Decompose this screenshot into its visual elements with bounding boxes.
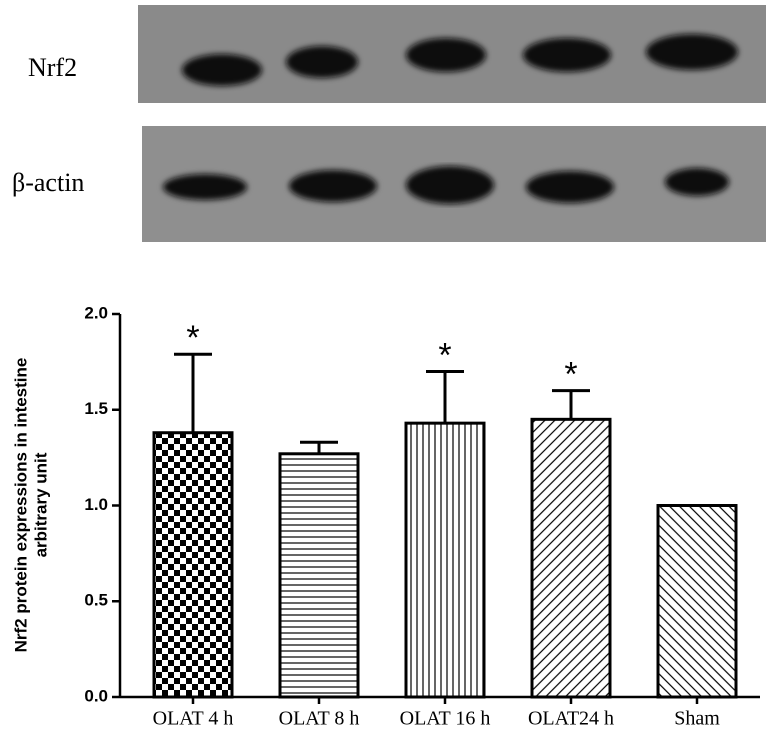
bar [278, 452, 360, 699]
y-tick-label: 0.5 [84, 591, 108, 610]
significance-mark: * [564, 356, 577, 394]
y-tick-label: 2.0 [84, 303, 108, 322]
y-tick-label: 1.0 [84, 495, 108, 514]
y-axis-title: arbitrary unit [31, 452, 50, 557]
x-tick-label: OLAT 16 h [400, 708, 491, 730]
bar [404, 421, 486, 699]
bar [152, 431, 234, 699]
y-axis-label: Nrf2 protein expressions in intestine ar… [11, 358, 50, 653]
bar [530, 417, 612, 699]
bar [656, 504, 738, 699]
x-tick-label: Sham [674, 708, 720, 730]
y-tick-label: 0.0 [84, 686, 108, 705]
x-tick-label: OLAT24 h [528, 708, 614, 730]
blot-label: Nrf2 [28, 53, 77, 82]
x-tick-label: OLAT 8 h [279, 708, 360, 730]
x-tick-label: OLAT 4 h [153, 708, 234, 730]
significance-mark: * [186, 319, 199, 357]
y-axis-title: Nrf2 protein expressions in intestine [11, 358, 30, 653]
significance-mark: * [438, 336, 451, 374]
y-tick-label: 1.5 [84, 399, 108, 418]
blot-nrf2 [138, 5, 766, 103]
blot-label: β-actin [12, 168, 84, 197]
blot-actin [142, 126, 766, 242]
